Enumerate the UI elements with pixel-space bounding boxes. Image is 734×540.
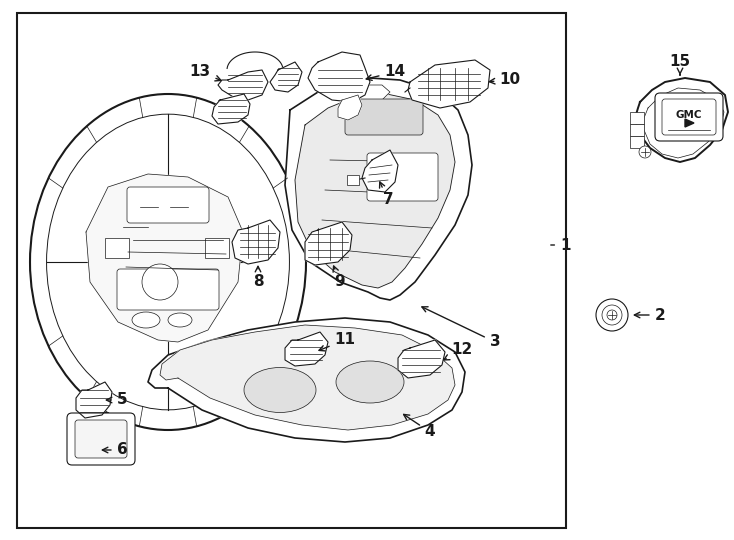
Polygon shape [76,382,112,418]
Bar [17,13,566,528]
FancyBboxPatch shape [655,93,723,141]
FancyBboxPatch shape [67,413,135,465]
Text: 4: 4 [404,414,435,440]
Polygon shape [270,62,302,92]
FancyBboxPatch shape [630,112,644,124]
Text: 8: 8 [252,266,264,289]
FancyBboxPatch shape [75,420,127,458]
Text: 11: 11 [319,333,355,351]
Polygon shape [285,332,328,366]
Circle shape [607,310,617,320]
Circle shape [602,305,622,325]
FancyBboxPatch shape [117,269,219,310]
Ellipse shape [168,313,192,327]
Text: 15: 15 [669,55,691,75]
Text: 9: 9 [333,266,345,289]
FancyBboxPatch shape [367,153,438,201]
FancyBboxPatch shape [105,238,129,258]
Polygon shape [338,95,362,120]
Polygon shape [398,340,445,378]
Text: 6: 6 [102,442,128,457]
Polygon shape [362,150,398,192]
FancyBboxPatch shape [345,99,423,135]
Polygon shape [218,70,268,100]
Polygon shape [408,60,490,108]
FancyBboxPatch shape [127,187,209,223]
Ellipse shape [30,94,306,430]
Polygon shape [212,94,250,124]
Polygon shape [295,93,455,288]
Polygon shape [685,119,694,127]
Text: 12: 12 [444,342,473,360]
Polygon shape [635,78,728,162]
Ellipse shape [336,361,404,403]
Polygon shape [285,78,472,300]
Ellipse shape [132,312,160,328]
Ellipse shape [244,368,316,413]
Polygon shape [148,318,465,442]
FancyBboxPatch shape [205,238,229,258]
Polygon shape [348,85,390,102]
Polygon shape [308,52,370,102]
FancyBboxPatch shape [662,99,716,135]
Ellipse shape [46,114,289,410]
Circle shape [639,146,651,158]
Text: GMC: GMC [676,110,702,120]
Text: 1: 1 [550,238,570,253]
Text: 5: 5 [106,393,127,408]
Polygon shape [305,222,352,265]
Polygon shape [232,220,280,264]
Text: 7: 7 [379,182,393,207]
Text: 13: 13 [189,64,221,81]
Text: 10: 10 [490,72,520,87]
Polygon shape [160,325,455,430]
Polygon shape [86,174,243,342]
FancyBboxPatch shape [630,124,644,136]
Text: 3: 3 [422,307,501,349]
FancyBboxPatch shape [347,175,359,185]
Text: 2: 2 [634,307,666,322]
Circle shape [142,264,178,300]
Circle shape [596,299,628,331]
FancyBboxPatch shape [630,136,644,148]
Text: 14: 14 [366,64,406,80]
